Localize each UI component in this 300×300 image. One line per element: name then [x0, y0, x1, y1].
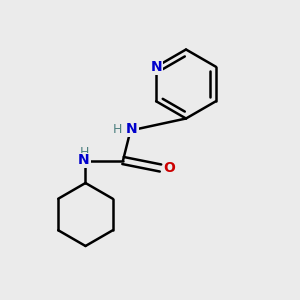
- Text: N: N: [150, 60, 162, 74]
- Text: N: N: [126, 122, 138, 136]
- Text: H: H: [79, 146, 89, 160]
- Text: N: N: [78, 154, 90, 167]
- Text: H: H: [112, 122, 122, 136]
- Text: O: O: [164, 161, 175, 175]
